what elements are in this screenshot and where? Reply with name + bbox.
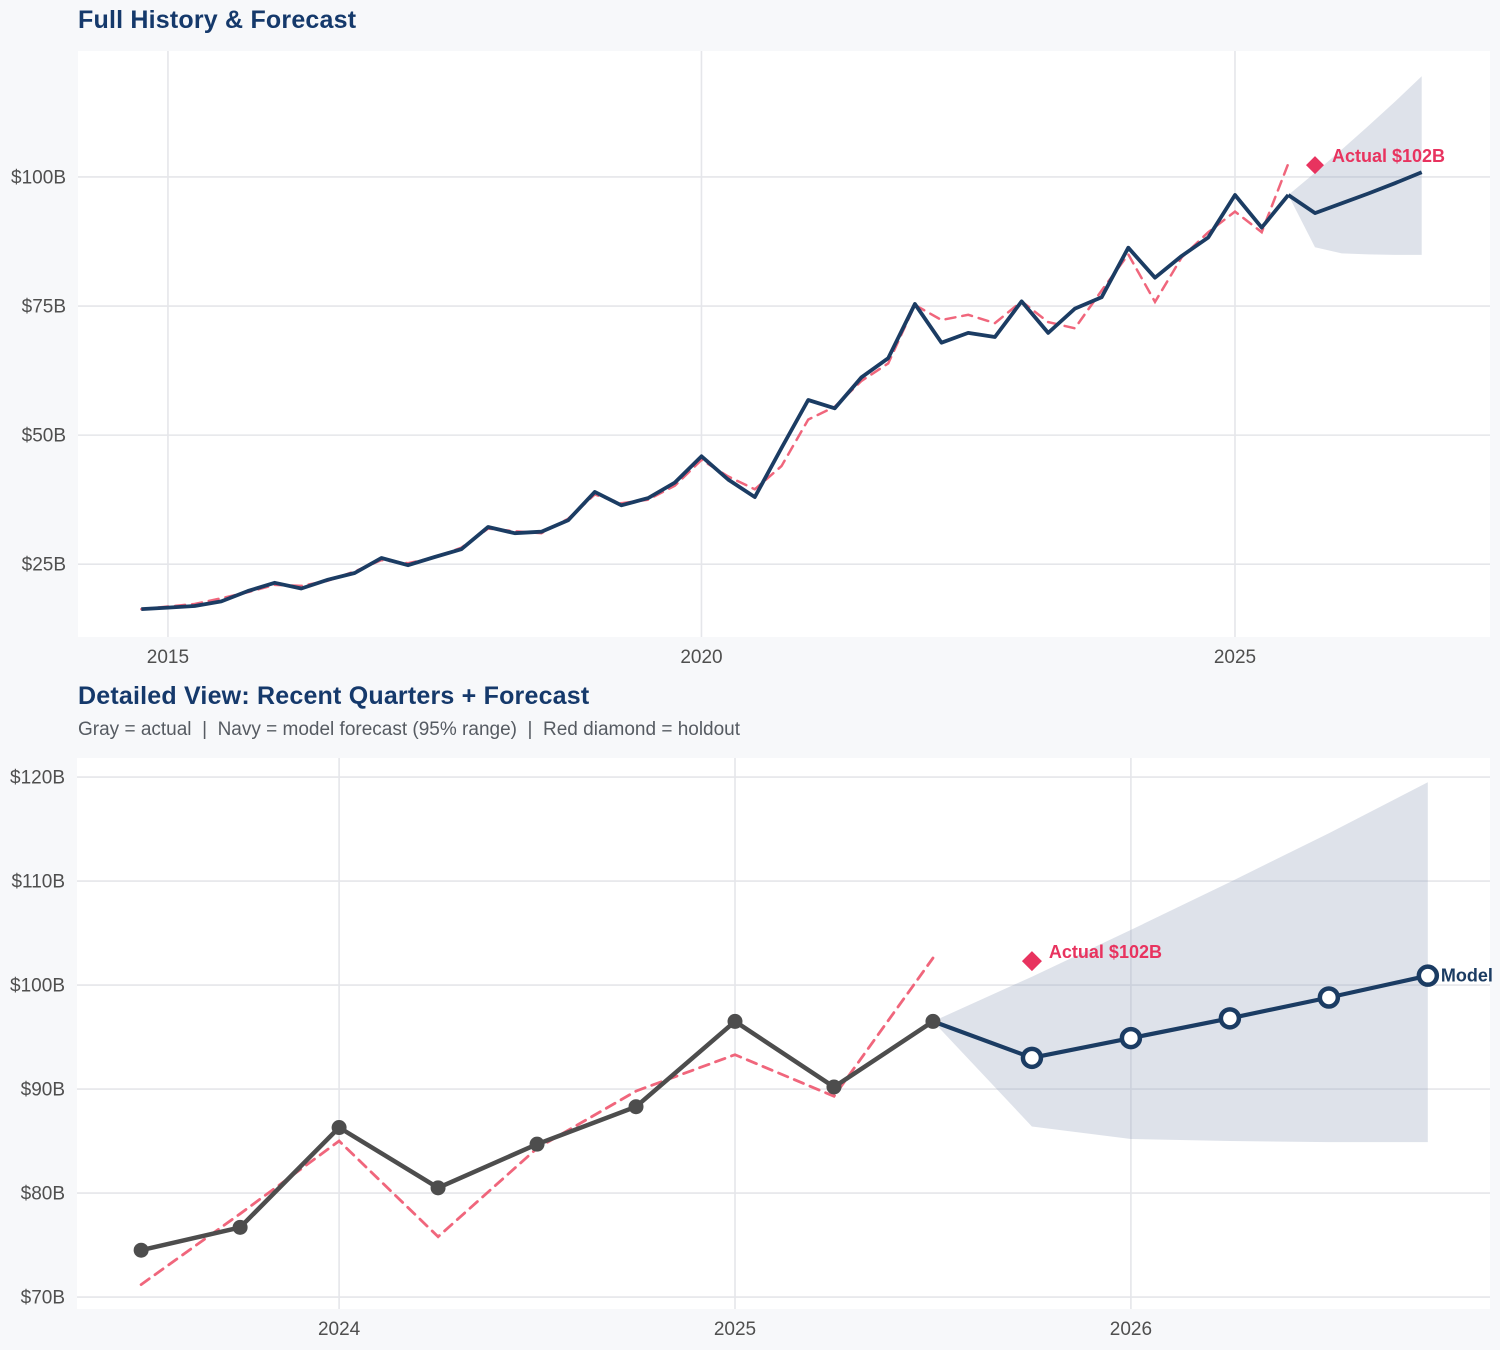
y-tick-label: $90B <box>21 1080 65 1101</box>
forecast-point <box>1416 964 1440 987</box>
actual-point <box>628 1099 644 1115</box>
x-tick-label: 2025 <box>1214 647 1256 668</box>
x-tick-label: 2026 <box>1110 1319 1152 1340</box>
y-tick-label: $110B <box>11 872 65 893</box>
holdout-annotation-label: Actual $102B <box>1332 146 1445 166</box>
chart1-title: Full History & Forecast <box>78 6 357 34</box>
x-tick-label: 2015 <box>147 647 189 668</box>
forecast-point <box>1317 986 1341 1009</box>
y-tick-label: $80B <box>21 1184 65 1205</box>
actual-point <box>826 1079 842 1095</box>
y-tick-label: $100B <box>10 976 65 997</box>
y-tick-label: $120B <box>10 768 65 789</box>
chart1-plot-area <box>78 51 1490 637</box>
forecast-point <box>1020 1046 1044 1070</box>
actual-point <box>529 1136 545 1152</box>
chart2-plot-area <box>77 758 1490 1309</box>
actual-point <box>430 1180 446 1196</box>
chart2-title: Detailed View: Recent Quarters + Forecas… <box>78 682 590 710</box>
y-tick-label: $75B <box>22 297 66 318</box>
actual-point <box>232 1219 248 1235</box>
actual-point <box>727 1013 743 1029</box>
y-tick-label: $100B <box>11 167 66 188</box>
actual-point <box>133 1242 149 1258</box>
actual-point <box>925 1013 941 1029</box>
y-tick-label: $70B <box>21 1288 65 1309</box>
history-line <box>141 193 1290 611</box>
forecast-point <box>1218 1007 1242 1030</box>
forecast-line <box>1287 170 1423 216</box>
x-tick-label: 2020 <box>680 647 722 668</box>
holdout-annotation-label: Actual $102B <box>1049 942 1162 962</box>
x-tick-label: 2025 <box>714 1319 756 1340</box>
forecast-point <box>1119 1026 1143 1050</box>
holdout-diamond <box>1306 156 1325 175</box>
chart2-subtitle: Gray = actual | Navy = model forecast (9… <box>78 719 741 740</box>
x-tick-label: 2024 <box>318 1319 361 1340</box>
y-tick-label: $25B <box>22 555 66 576</box>
holdout-diamond <box>1021 951 1042 972</box>
forecast-line <box>932 973 1429 1060</box>
actual-point <box>331 1120 347 1136</box>
model-label: Model <box>1441 966 1493 986</box>
y-tick-label: $50B <box>22 426 66 447</box>
